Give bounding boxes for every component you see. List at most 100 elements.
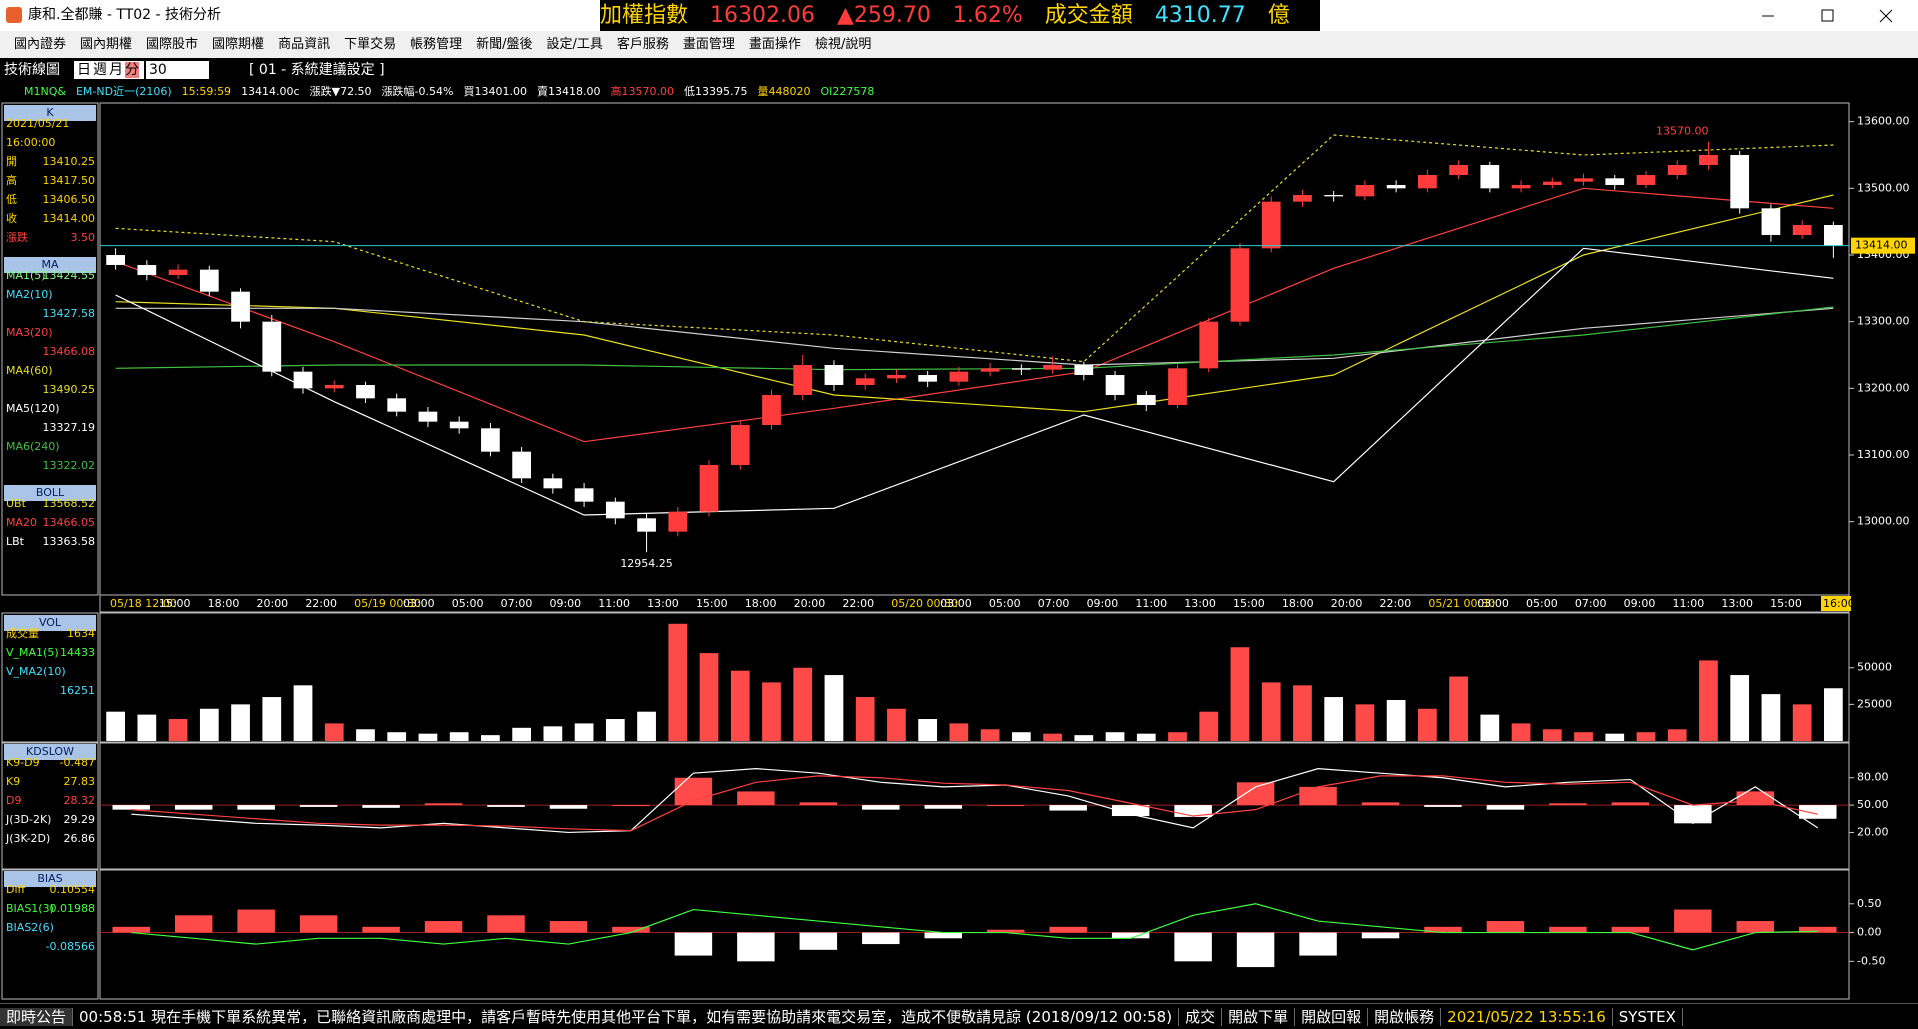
ticker-item: 16302.06 [710,3,815,28]
osc-bar [1549,926,1587,933]
menu-item[interactable]: 商品資訊 [278,37,331,52]
overlay-line [115,306,1834,371]
time-label: 05/21 00:30 [1428,597,1495,610]
time-label: 11:00 [1673,597,1705,610]
side-value: 13414.00 [43,212,96,225]
volume-bar [356,729,375,741]
overlay-line [115,307,1834,366]
side-title: VOL [39,616,62,629]
osc-bar [424,921,463,933]
menu-item[interactable]: 帳務管理 [410,37,463,52]
candle-body [106,255,125,265]
side-label: 高 [6,173,17,187]
menu-item[interactable]: 新聞/盤後 [476,37,533,52]
side-value: 28.32 [64,794,96,807]
side-label: J(3D-2K) [5,813,51,826]
osc-bar [1486,805,1525,810]
osc-bar [612,805,650,807]
time-label: 05:00 [452,597,484,610]
time-label: 20:00 [1331,597,1363,610]
candle-body [1261,201,1281,249]
side-label: 16:00:00 [6,136,55,149]
volume-bar [262,697,282,741]
menu-item[interactable]: 下單交易 [344,37,397,52]
volume-bar [387,732,407,741]
side-label: 開 [6,155,17,168]
volume-bar [762,682,781,741]
osc-line [131,775,1818,832]
side-label: MA1(5) [6,269,46,282]
side-value: 13490.25 [43,383,96,396]
period-selector: 日週月分 [74,61,144,79]
candle-body [293,371,313,389]
interval-select[interactable]: 30 [146,61,209,79]
menu-item[interactable]: 國內期權 [80,37,133,52]
period-button[interactable]: 日 [77,62,91,78]
candle-body [231,291,250,322]
y-tick-label: 13500.00 [1857,181,1910,194]
osc-bar [1424,805,1462,807]
last-price-label: 13414.00 [1855,239,1908,252]
menu-item[interactable]: 畫面操作 [748,37,801,52]
osc-bar [674,932,713,956]
candle-body [1386,185,1406,189]
osc-bar [1049,805,1087,811]
volume-bar [481,735,500,741]
period-button[interactable]: 月 [109,62,123,78]
candle-body [481,428,500,452]
status-item[interactable]: 開啟下單 [1222,1008,1296,1026]
osc-bar [362,805,400,808]
candle-body [1324,195,1344,197]
menu-item[interactable]: 國際期權 [212,37,265,52]
osc-bar [737,932,775,962]
volume-bar [1074,735,1094,741]
volume-bar [1386,699,1406,741]
volume-bar [824,675,844,741]
menu-item[interactable]: 檢視/說明 [814,37,872,52]
candle-body [793,365,813,395]
volume-bar [1667,729,1687,741]
overlay-line [115,194,1834,413]
status-item[interactable]: 開啟帳務 [1368,1008,1442,1026]
time-label: 07:00 [501,597,533,610]
candle-body [730,425,750,465]
status-item[interactable]: 開啟回報 [1295,1008,1369,1026]
osc-bar [1549,803,1587,806]
candle-body [324,385,344,389]
period-button[interactable]: 週 [93,62,107,78]
side-header [4,744,96,760]
time-end-label: 16:00 [1823,597,1855,610]
osc-bar [862,932,900,945]
ticker-item: 加權指數 [600,3,689,28]
menu-item[interactable]: 國內證券 [14,37,67,52]
ticker-item: 億 [1267,3,1290,28]
volume-bar [512,727,532,741]
time-label: 13:00 [1721,597,1753,610]
y-tick-label: 13600.00 [1857,115,1910,128]
volume-bar [137,714,157,741]
menu-item[interactable]: 設定/工具 [546,37,603,52]
quote-field: 低13395.75 [683,85,748,98]
volume-bar [1043,733,1062,741]
time-label: 05/20 00:30 [891,597,958,610]
osc-bar [924,932,963,939]
side-value: 14433 [60,646,95,659]
side-frame [1,741,99,871]
menu-item[interactable]: 國際股市 [146,37,199,52]
menu-item[interactable]: 畫面管理 [682,37,735,52]
window-controls[interactable] [1740,0,1918,31]
period-button[interactable]: 分 [125,62,139,78]
side-label: 低 [6,193,17,206]
osc-bar [174,805,213,810]
menu-item[interactable]: 客戶服務 [616,37,669,52]
side-frame [1,868,99,1000]
volume-bar [1293,685,1312,741]
side-label: Diff [6,883,26,896]
side-value: 13427.58 [43,307,96,320]
side-label: K9 [6,775,20,788]
candle-body [1574,178,1593,182]
volume-bar [668,623,688,741]
volume-bar [1449,676,1468,741]
candle-body [1792,225,1812,235]
quote-field: 高13570.00 [610,85,674,98]
